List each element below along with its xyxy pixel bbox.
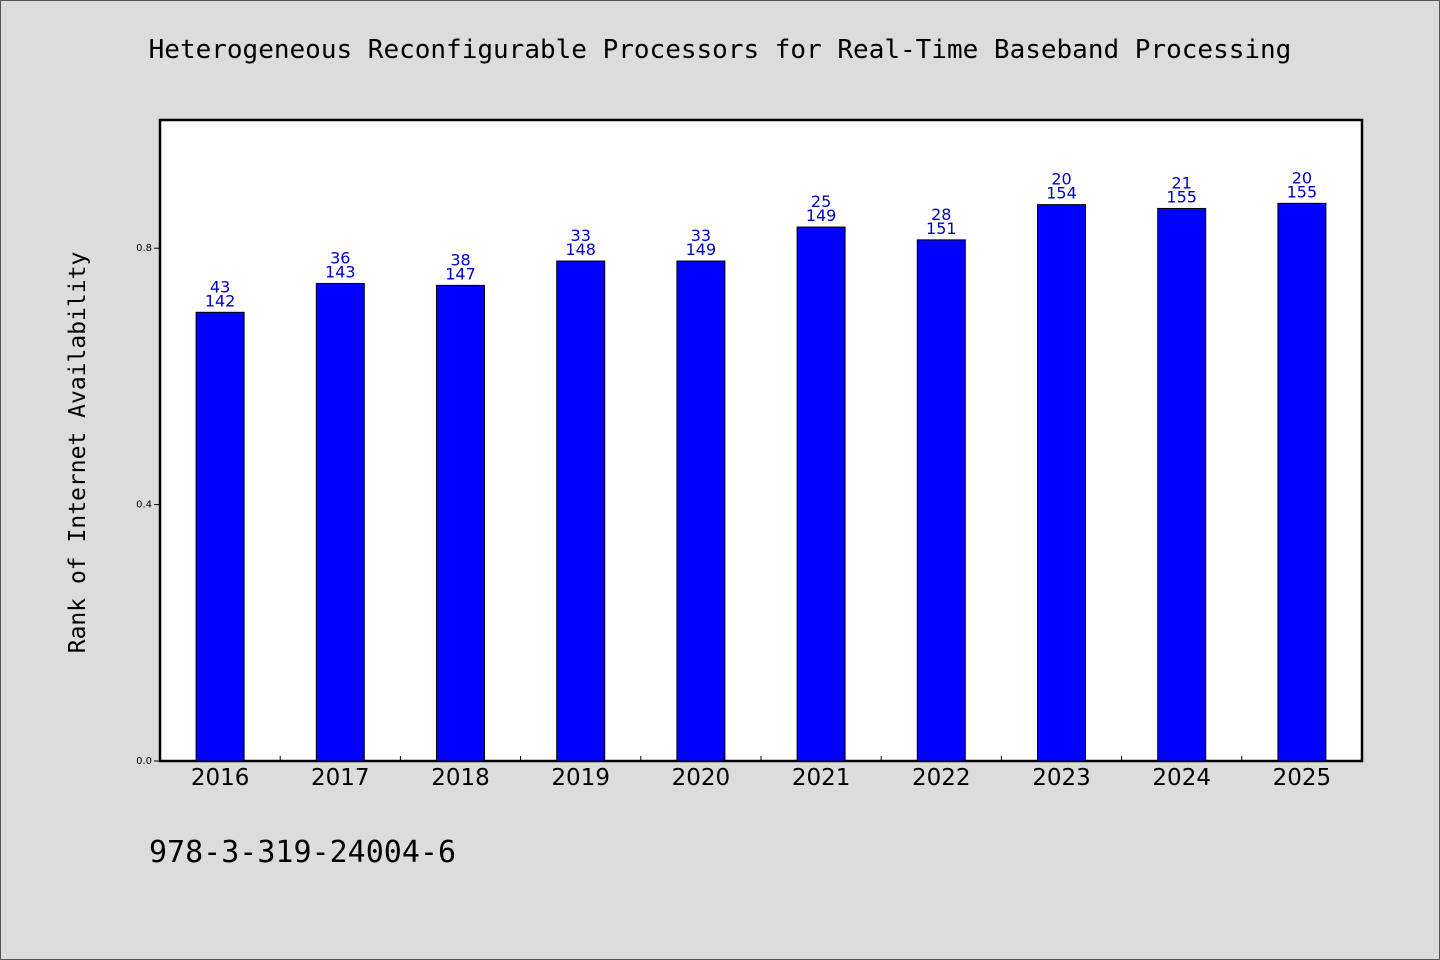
bar-label-bottom: 143 — [325, 262, 356, 281]
bar — [315, 282, 365, 762]
x-tick-label: 2017 — [311, 765, 370, 791]
bar-label-top: 20 — [1051, 170, 1071, 189]
chart-title: Heterogeneous Reconfigurable Processors … — [148, 35, 1292, 65]
bar-label-top: 36 — [330, 248, 350, 267]
bar — [676, 260, 726, 762]
bar-label-top: 43 — [210, 277, 230, 296]
y-axis-label: Rank of Internet Availability — [65, 252, 91, 654]
bar — [195, 311, 245, 762]
bar-label-bottom: 155 — [1287, 182, 1318, 201]
bar-label-bottom: 154 — [1046, 184, 1077, 203]
bar — [796, 226, 846, 762]
y-tick-label: 0.0 — [136, 756, 152, 767]
bar-label-bottom: 151 — [926, 219, 957, 238]
bar-label-top: 20 — [1292, 168, 1312, 187]
x-tick-label: 2021 — [792, 765, 851, 791]
plot-layer: 0.0 0.4 0.8 Rank of Internet Availability 43… — [65, 118, 1364, 791]
y-tick-label: 0.8 — [136, 243, 152, 254]
bar — [1157, 207, 1207, 762]
x-tick-label: 2023 — [1032, 765, 1091, 791]
bar-label-bottom: 142 — [205, 291, 236, 310]
bar-label-top: 21 — [1172, 173, 1192, 192]
x-tick-label: 2024 — [1152, 765, 1211, 791]
x-tick-label: 2016 — [191, 765, 250, 791]
bar-label-bottom: 149 — [806, 206, 837, 225]
bar-label-top: 38 — [450, 250, 470, 269]
isbn-label: 978-3-319-24004-6 — [149, 835, 457, 870]
bar — [436, 284, 485, 762]
bar-label-top: 33 — [691, 226, 711, 245]
bar — [1277, 202, 1327, 762]
bar-label-top: 25 — [811, 192, 831, 211]
y-tick-label: 0.4 — [136, 500, 152, 511]
bar-label-bottom: 147 — [445, 264, 476, 283]
bar-label-bottom: 149 — [686, 240, 717, 259]
bar-label-bottom: 148 — [565, 240, 596, 259]
bar-label-top: 28 — [931, 205, 951, 224]
x-tick-label: 2020 — [672, 765, 731, 791]
x-tick-label: 2019 — [551, 765, 610, 791]
x-tick-label: 2022 — [912, 765, 971, 791]
bar — [556, 260, 606, 762]
bar-label-top: 33 — [571, 226, 591, 245]
x-tick-label: 2018 — [431, 765, 490, 791]
x-tick-label: 2025 — [1273, 765, 1332, 791]
bar — [916, 239, 966, 762]
bar — [1037, 204, 1086, 762]
bar-label-bottom: 155 — [1166, 187, 1197, 206]
